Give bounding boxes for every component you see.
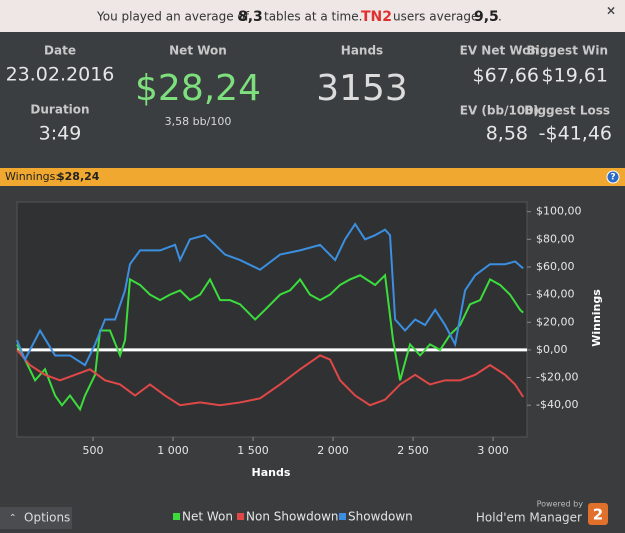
stat-value: $19,61 bbox=[542, 65, 608, 87]
stat-label: Biggest Loss bbox=[524, 104, 610, 118]
x-tick-label: 2 000 bbox=[317, 444, 349, 457]
plot-area bbox=[16, 201, 528, 438]
x-tick-label: 1 000 bbox=[157, 444, 189, 457]
x-tick-label: 3 000 bbox=[477, 444, 509, 457]
chart: -$40,00 -$20,00 $0,00 $20,00 $40,00 $60,00 $80… bbox=[16, 205, 603, 524]
y-tick-label: $40,00 bbox=[536, 288, 575, 301]
stats-panel bbox=[0, 32, 625, 168]
y-tick-label: $100,00 bbox=[536, 205, 582, 218]
legend-swatch bbox=[237, 513, 244, 520]
x-tick-label: 2 500 bbox=[397, 444, 429, 457]
stat-value: -$41,46 bbox=[539, 123, 612, 145]
stat-label: Net Won bbox=[169, 44, 227, 58]
legend-swatch bbox=[173, 513, 180, 520]
y-tick-label: $80,00 bbox=[536, 232, 575, 245]
brand-badge-text: 2 bbox=[593, 506, 603, 524]
bb100: 3,58 bb/100 bbox=[165, 115, 232, 128]
series-line bbox=[16, 222, 524, 367]
banner-value: 8,3 bbox=[238, 9, 263, 25]
hands: 3153 bbox=[316, 68, 408, 109]
banner-text: users average bbox=[393, 10, 478, 24]
stat-label: Date bbox=[44, 44, 76, 58]
help-icon[interactable] bbox=[606, 170, 620, 184]
y-tick-label: -$20,00 bbox=[536, 371, 578, 384]
winnings-bar bbox=[0, 168, 625, 186]
legend-label: Net Won bbox=[182, 510, 233, 524]
legend-swatch bbox=[339, 513, 346, 520]
stat-value: 23.02.2016 bbox=[6, 64, 115, 86]
x-axis-label: Hands bbox=[252, 466, 291, 479]
options-button[interactable] bbox=[0, 507, 72, 529]
net-won: $28,24 bbox=[135, 68, 261, 109]
powered-by: Powered by bbox=[537, 500, 584, 509]
banner-site: TN2 bbox=[361, 9, 392, 25]
x-tick-label: 500 bbox=[83, 444, 104, 457]
stat-label: Hands bbox=[341, 44, 383, 58]
close-button[interactable]: × bbox=[606, 4, 616, 18]
legend-label: Showdown bbox=[348, 510, 413, 524]
series-line bbox=[16, 349, 525, 407]
banner-text: tables at a time. bbox=[264, 10, 362, 24]
x-tick-label: 1 500 bbox=[237, 444, 269, 457]
options-label: Options bbox=[24, 511, 70, 525]
help-icon-glyph: ? bbox=[610, 173, 615, 183]
stat-label: Biggest Win bbox=[526, 44, 608, 58]
y-tick-label: -$40,00 bbox=[536, 398, 578, 411]
winnings-label: Winnings: bbox=[5, 170, 59, 183]
y-tick-label: $20,00 bbox=[536, 315, 575, 328]
stat-value: $67,66 bbox=[473, 65, 539, 87]
legend-label: Non Showdown bbox=[246, 510, 339, 524]
y-tick-label: $60,00 bbox=[536, 260, 575, 273]
winnings-value: $28,24 bbox=[57, 170, 100, 183]
banner-text: You played an average of bbox=[96, 10, 250, 24]
banner-value: 9,5 bbox=[474, 9, 499, 25]
y-tick-label: $0,00 bbox=[536, 343, 568, 356]
series-line bbox=[16, 273, 524, 412]
brand: Hold'em Manager bbox=[476, 511, 582, 525]
y-axis-label: Winnings bbox=[590, 289, 603, 347]
stat-label: EV (bb/100) bbox=[460, 104, 539, 118]
stat-value: 8,58 bbox=[486, 123, 528, 145]
brand-badge bbox=[588, 503, 608, 525]
options-arrow: ⌃ bbox=[9, 514, 17, 524]
banner-text: . bbox=[498, 10, 502, 24]
stat-value: 3:49 bbox=[39, 123, 82, 145]
stat-label: EV Net Won bbox=[460, 44, 539, 58]
stat-label: Duration bbox=[30, 103, 89, 117]
banner bbox=[0, 0, 625, 32]
